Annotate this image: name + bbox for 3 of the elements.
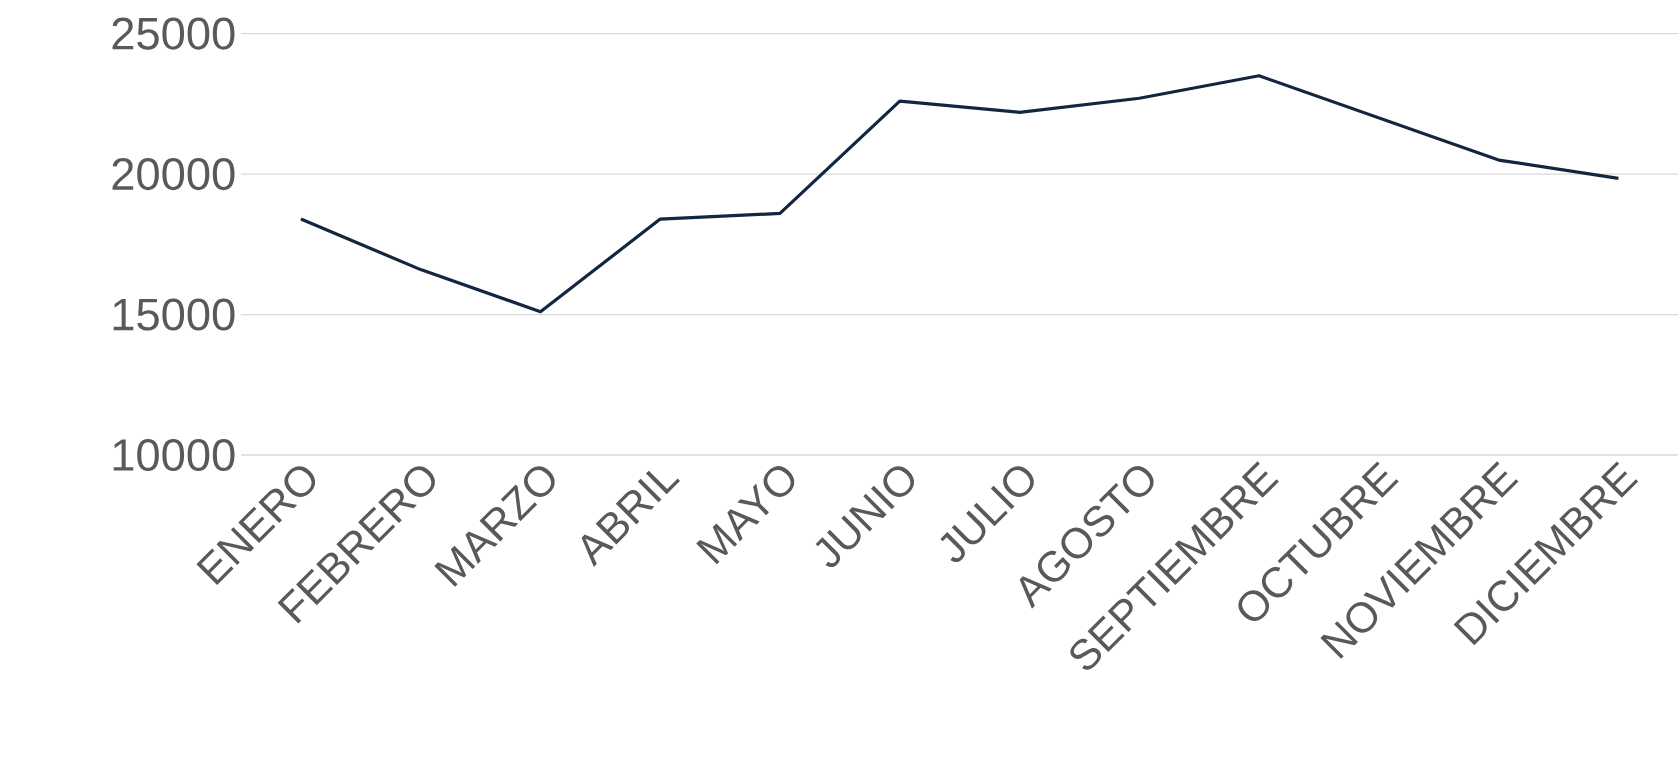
y-tick-label: 15000: [113, 298, 235, 331]
y-tick-label: 25000: [112, 17, 235, 50]
y-tick-label: 20000: [112, 158, 235, 191]
